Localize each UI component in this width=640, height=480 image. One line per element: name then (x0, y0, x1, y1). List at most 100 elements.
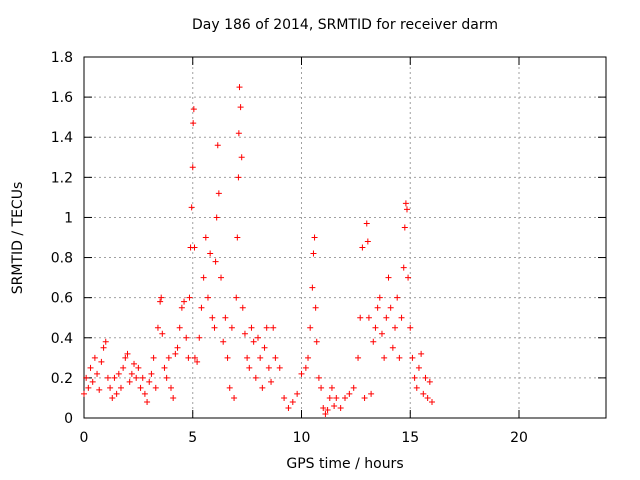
data-point (98, 358, 105, 365)
data-point (383, 314, 390, 321)
data-point (298, 370, 305, 377)
data-point (398, 314, 405, 321)
data-point (302, 364, 309, 371)
data-point (261, 344, 268, 351)
data-point (83, 374, 90, 381)
data-point (387, 304, 394, 311)
data-point (91, 354, 98, 361)
data-point (96, 386, 103, 393)
data-point (276, 364, 283, 371)
data-point (198, 304, 205, 311)
data-point (224, 354, 231, 361)
data-point (233, 294, 240, 301)
data-point (222, 314, 229, 321)
data-point (312, 304, 319, 311)
data-point (378, 330, 385, 337)
data-point (401, 224, 408, 231)
data-point (158, 294, 165, 301)
data-point (183, 334, 190, 341)
y-tick-label: 0 (64, 411, 73, 427)
x-tick-label: 5 (188, 430, 197, 446)
data-point (350, 384, 357, 391)
data-point (250, 338, 257, 345)
data-point (186, 294, 193, 301)
data-point (272, 354, 279, 361)
data-point (257, 354, 264, 361)
data-point (422, 374, 429, 381)
data-point (259, 384, 266, 391)
data-point (137, 384, 144, 391)
data-point (418, 350, 425, 357)
data-point (234, 234, 241, 241)
data-point (403, 206, 410, 213)
data-point (394, 294, 401, 301)
data-point (268, 378, 275, 385)
data-point (165, 354, 172, 361)
data-point (190, 120, 197, 127)
data-point (294, 390, 301, 397)
data-point (150, 354, 157, 361)
data-point (235, 130, 242, 137)
data-point (133, 374, 140, 381)
data-point (139, 374, 146, 381)
data-point (214, 142, 221, 149)
data-point (235, 174, 242, 181)
data-point (318, 384, 325, 391)
data-point (89, 378, 96, 385)
data-point (124, 350, 131, 357)
data-point (426, 378, 433, 385)
data-point (307, 324, 314, 331)
data-point (239, 304, 246, 311)
data-point (218, 274, 225, 281)
data-point (285, 404, 292, 411)
data-point (202, 234, 209, 241)
data-point (359, 244, 366, 251)
data-point (185, 354, 192, 361)
data-point (355, 354, 362, 361)
data-point (190, 106, 197, 113)
data-point (100, 344, 107, 351)
data-point (144, 398, 151, 405)
data-point (111, 374, 118, 381)
data-point (146, 378, 153, 385)
y-tick-label: 1.6 (51, 90, 73, 106)
data-point (248, 324, 255, 331)
y-tick-label: 1.2 (51, 170, 73, 186)
data-point (131, 360, 138, 367)
data-point (204, 294, 211, 301)
data-point (109, 394, 116, 401)
data-point (174, 344, 181, 351)
data-point (191, 244, 198, 251)
data-point (429, 398, 435, 405)
data-point (102, 338, 109, 345)
x-tick-label: 10 (293, 430, 311, 446)
data-point (211, 324, 218, 331)
data-point (189, 164, 196, 171)
data-point (357, 314, 364, 321)
data-point (170, 394, 177, 401)
data-point (194, 358, 201, 365)
data-point (237, 104, 244, 111)
axis-ticks: 0 0.2 0.4 0.6 0.8 1 1.2 1.4 1.6 1.8 0 5 10 15 20 (51, 50, 606, 446)
data-point (396, 354, 403, 361)
data-point (409, 354, 416, 361)
data-point (176, 324, 183, 331)
data-point (364, 238, 371, 245)
data-point (87, 364, 94, 371)
data-point (157, 298, 164, 305)
grid (84, 57, 606, 418)
data-point (200, 274, 207, 281)
data-point (135, 364, 142, 371)
data-point (207, 250, 214, 257)
data-point (107, 384, 114, 391)
data-point (313, 338, 320, 345)
data-point (159, 330, 166, 337)
data-point (361, 394, 368, 401)
data-point (363, 220, 370, 227)
data-point (122, 354, 129, 361)
data-point (148, 370, 155, 377)
data-point (346, 390, 353, 397)
data-point (281, 394, 288, 401)
data-point (85, 384, 92, 391)
data-point (331, 402, 338, 409)
